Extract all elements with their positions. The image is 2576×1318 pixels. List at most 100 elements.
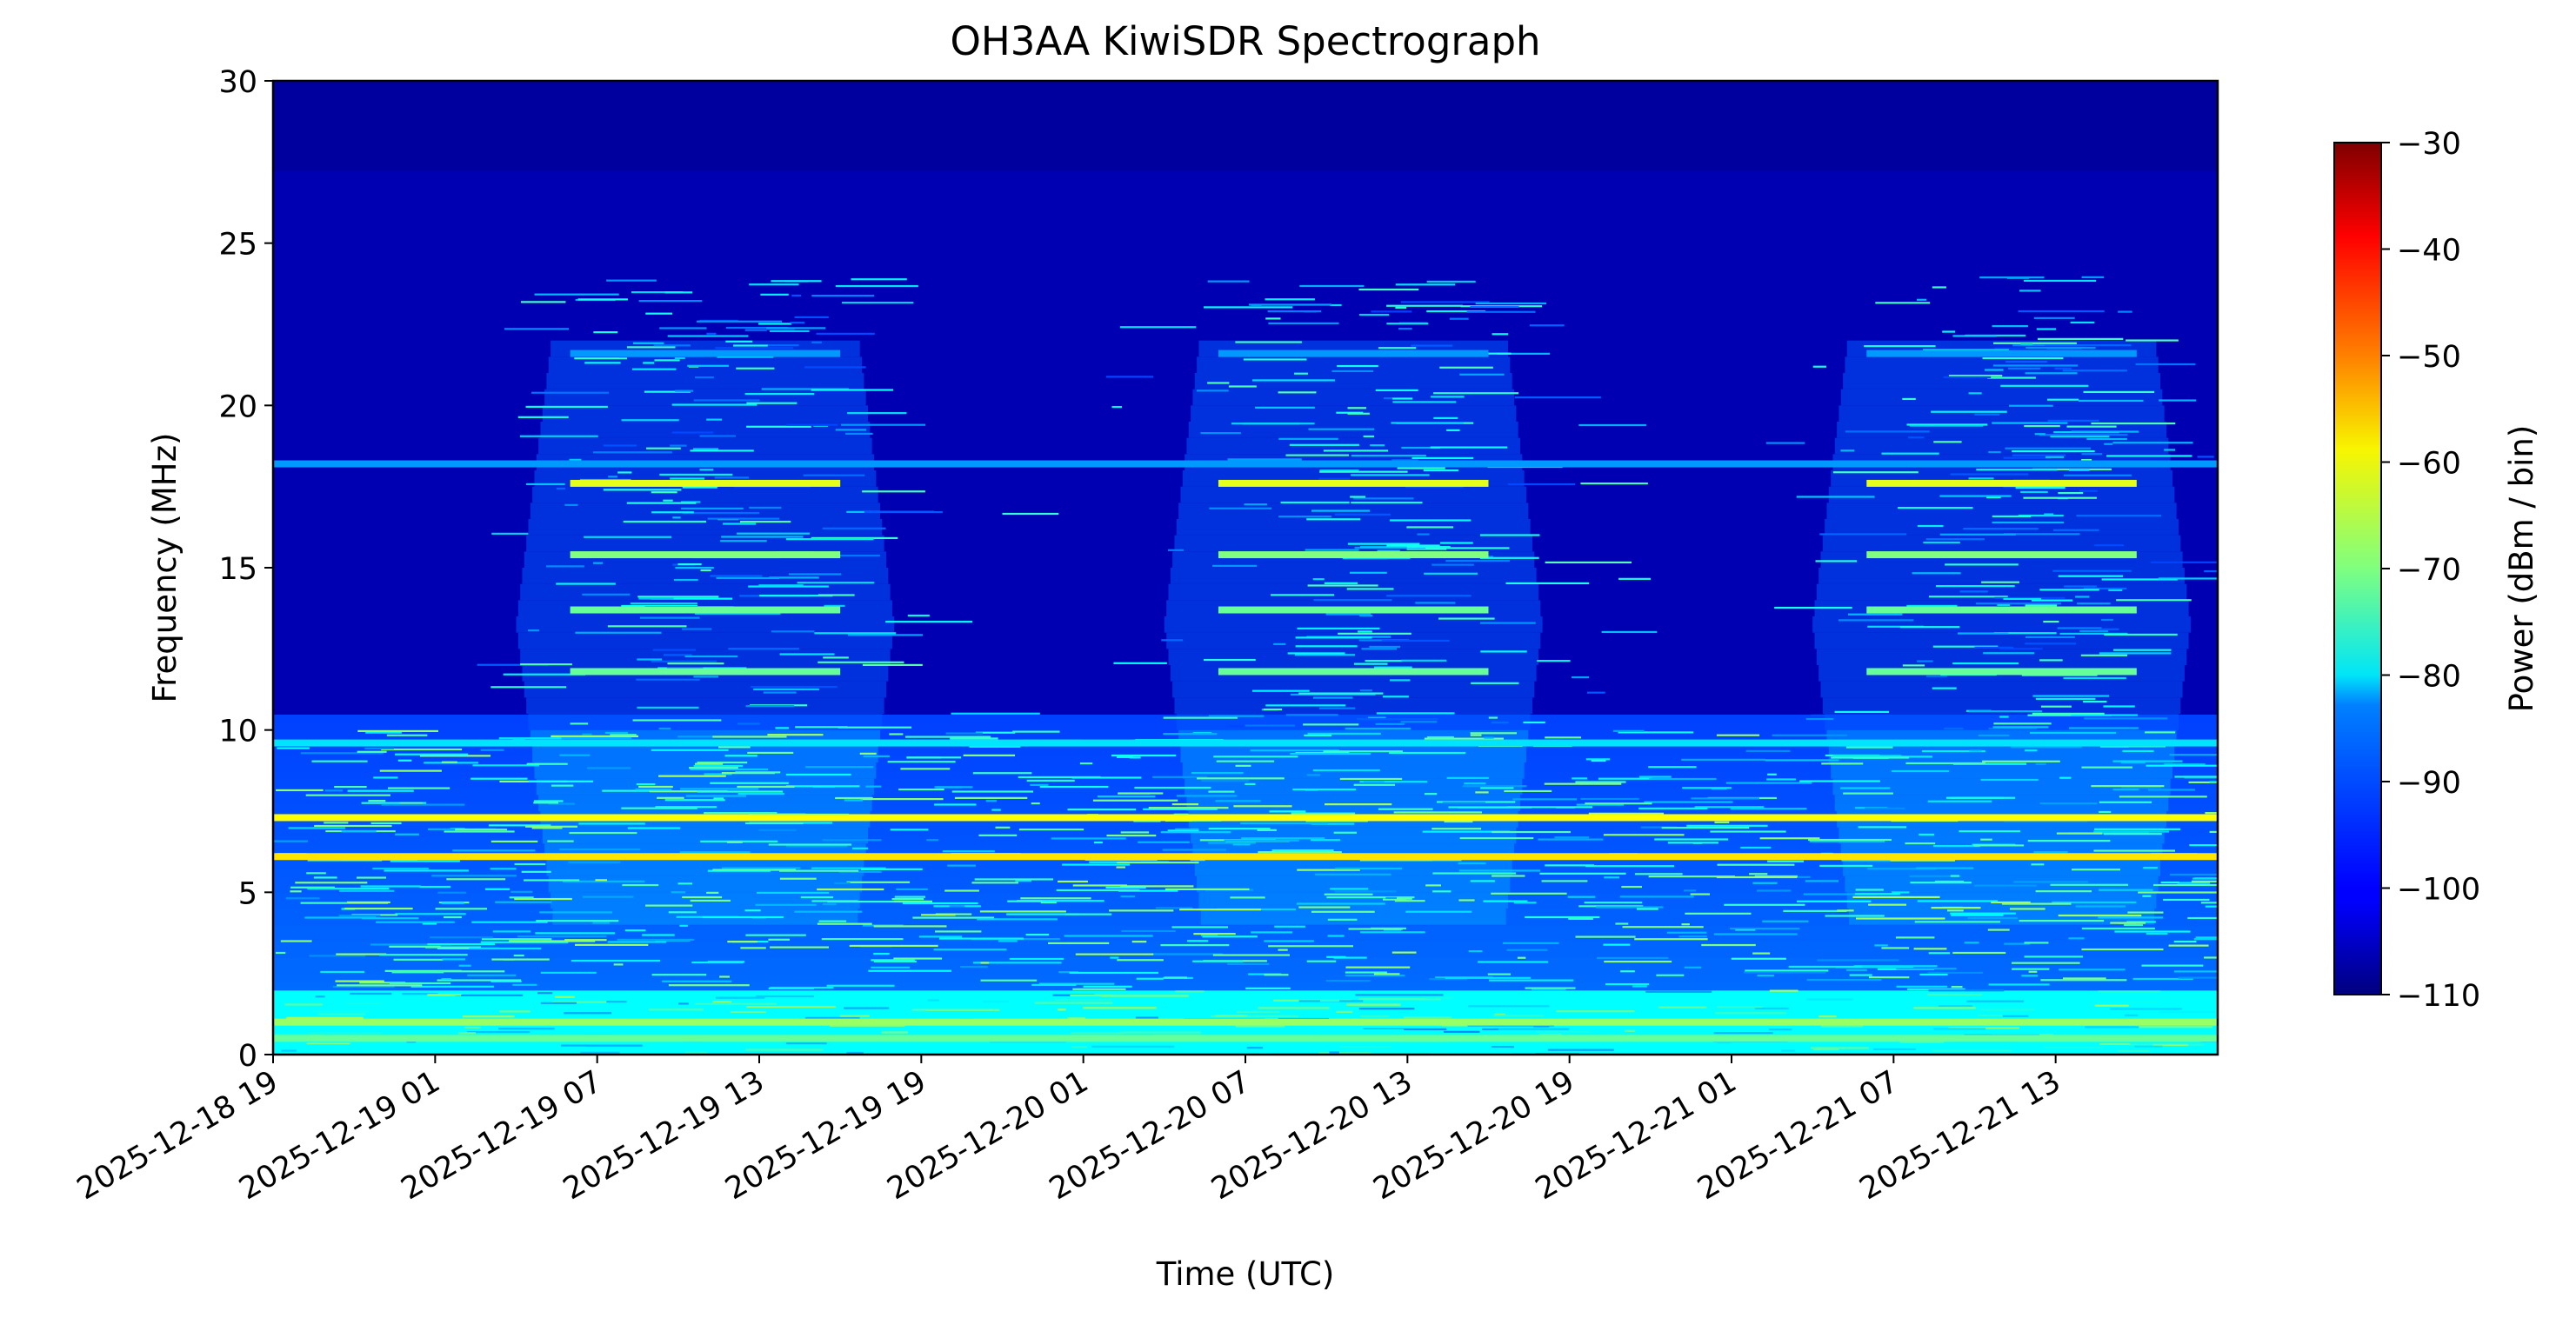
signal-line bbox=[290, 886, 335, 889]
signal-line bbox=[935, 930, 982, 933]
signal-line bbox=[1588, 812, 1665, 815]
signal-line bbox=[1442, 802, 1486, 804]
signal-line bbox=[495, 901, 552, 903]
signal-line bbox=[1378, 808, 1433, 810]
signal-line bbox=[1278, 949, 1288, 951]
signal-line bbox=[1933, 845, 1980, 848]
signal-line bbox=[570, 722, 589, 725]
signal-line bbox=[624, 929, 646, 932]
signal-line bbox=[521, 870, 551, 873]
signal-line bbox=[277, 747, 310, 749]
signal-line bbox=[1840, 449, 1855, 452]
signal-line bbox=[389, 945, 441, 948]
signal-line bbox=[1134, 786, 1211, 789]
signal-line bbox=[1598, 777, 1652, 780]
activity-cell bbox=[528, 519, 883, 536]
signal-line bbox=[1468, 949, 1483, 953]
daytime-band bbox=[1218, 668, 1489, 676]
signal-line bbox=[1295, 645, 1358, 648]
signal-line bbox=[1365, 659, 1403, 662]
signal-line bbox=[1318, 477, 1351, 480]
signal-line bbox=[1091, 1045, 1175, 1048]
signal-line bbox=[651, 491, 677, 494]
signal-line bbox=[1314, 873, 1391, 875]
background-band bbox=[273, 1006, 2218, 1015]
signal-line bbox=[724, 755, 757, 757]
signal-line bbox=[1684, 966, 1702, 969]
signal-line bbox=[2062, 369, 2127, 372]
signal-line bbox=[1545, 736, 1582, 739]
activity-cell bbox=[524, 681, 886, 698]
signal-line bbox=[2058, 914, 2142, 917]
signal-line bbox=[693, 399, 760, 402]
signal-line bbox=[606, 1001, 627, 1003]
activity-cell bbox=[538, 795, 872, 811]
signal-line bbox=[2043, 620, 2059, 623]
signal-line bbox=[446, 878, 506, 881]
signal-line bbox=[690, 449, 754, 452]
signal-line bbox=[900, 768, 951, 770]
colorbar-ticks: −30−40−50−60−70−80−90−100−110 bbox=[2381, 127, 2480, 1014]
signal-line bbox=[1856, 917, 1945, 920]
signal-line bbox=[1031, 983, 1077, 987]
signal-line bbox=[2160, 881, 2179, 884]
signal-line bbox=[746, 425, 811, 428]
signal-line bbox=[499, 1010, 531, 1013]
signal-line bbox=[985, 800, 998, 802]
signal-line bbox=[630, 602, 697, 605]
colorbar-tick-label: −110 bbox=[2397, 979, 2480, 1014]
signal-line bbox=[694, 762, 724, 765]
signal-line bbox=[725, 326, 789, 330]
signal-line bbox=[821, 938, 904, 941]
signal-line bbox=[528, 629, 539, 632]
signal-line bbox=[2084, 717, 2168, 720]
background-band bbox=[273, 982, 2218, 991]
signal-line bbox=[1765, 442, 1805, 444]
signal-line bbox=[1745, 969, 1829, 972]
signal-line bbox=[1492, 830, 1571, 834]
signal-line bbox=[944, 889, 979, 892]
signal-line bbox=[1713, 1032, 1773, 1035]
signal-line bbox=[659, 327, 707, 330]
signal-line bbox=[2028, 970, 2038, 973]
signal-line bbox=[1539, 872, 1626, 875]
signal-line bbox=[1716, 734, 1760, 736]
activity-cell bbox=[1192, 389, 1515, 406]
signal-line bbox=[1470, 734, 1482, 736]
signal-line bbox=[862, 663, 923, 666]
signal-line bbox=[1951, 985, 1963, 988]
signal-line bbox=[1523, 721, 1545, 724]
signal-line bbox=[1811, 714, 1890, 717]
signal-line bbox=[1963, 528, 2039, 530]
signal-line bbox=[645, 904, 693, 907]
signal-line bbox=[470, 777, 528, 780]
signal-line bbox=[969, 745, 1021, 748]
signal-line bbox=[1335, 867, 1403, 870]
signal-line bbox=[1196, 389, 1229, 392]
signal-line bbox=[1470, 880, 1495, 882]
signal-line bbox=[1101, 995, 1189, 997]
signal-line bbox=[645, 312, 672, 315]
signal-line bbox=[1445, 560, 1510, 562]
signal-line bbox=[1466, 310, 1536, 313]
signal-line bbox=[1950, 912, 2016, 915]
signal-line bbox=[1908, 436, 1925, 439]
signal-line bbox=[2147, 789, 2195, 791]
signal-line bbox=[1756, 889, 1792, 892]
signal-line bbox=[1345, 966, 1411, 969]
signal-line bbox=[1062, 863, 1131, 866]
signal-line bbox=[1120, 1031, 1201, 1034]
signal-line bbox=[574, 357, 627, 360]
signal-line bbox=[1312, 696, 1353, 699]
x-axis-label: Time (UTC) bbox=[1156, 1255, 1335, 1293]
signal-line bbox=[893, 900, 932, 902]
signal-line bbox=[484, 888, 511, 890]
signal-line bbox=[2159, 399, 2197, 402]
signal-line bbox=[2027, 840, 2111, 842]
signal-line bbox=[1686, 824, 1768, 827]
signal-line bbox=[1985, 369, 2004, 371]
signal-line bbox=[2104, 633, 2178, 636]
signal-line bbox=[2077, 602, 2111, 605]
signal-line bbox=[1307, 732, 1381, 735]
signal-line bbox=[458, 964, 471, 967]
